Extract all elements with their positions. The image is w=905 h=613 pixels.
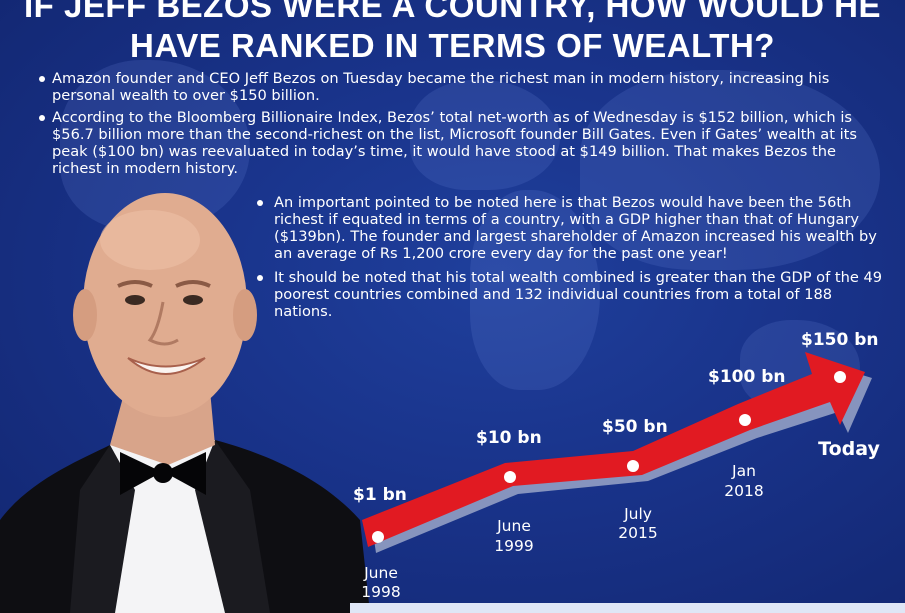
intro-bullet-list: Amazon founder and CEO Jeff Bezos on Tue… [38,70,888,182]
timeline-marker [627,460,639,472]
list-item: An important pointed to be noted here is… [256,194,891,262]
date-label: 2018 [724,482,763,500]
timeline-marker [834,371,846,383]
lapel-right [195,440,270,613]
value-label: $50 bn [602,417,668,437]
value-label: $100 bn [708,367,786,387]
value-label: $1 bn [353,485,407,505]
value-label: $150 bn [801,330,879,350]
timeline-marker [739,414,751,426]
portrait-image [0,193,370,613]
date-label: June [363,564,398,582]
list-item: It should be noted that his total wealth… [256,269,891,320]
date-label: 1999 [494,537,533,555]
facts-bullet-list: An important pointed to be noted here is… [256,194,891,327]
footer-strip [350,603,905,613]
timeline-marker [372,531,384,543]
timeline-marker [504,471,516,483]
growth-arrow [362,352,865,547]
list-item: According to the Bloomberg Billionaire I… [38,109,888,177]
date-label: July [623,505,652,523]
page-title: IF JEFF BEZOS WERE A COUNTRY, HOW WOULD … [24,0,881,64]
bow-tie [120,452,206,495]
value-label: $10 bn [476,428,542,448]
map-continent-europe [410,80,560,190]
date-label: June [496,517,531,535]
map-continent-asia [580,70,880,270]
lapel-left [70,445,135,613]
date-label: 2015 [618,524,657,542]
list-item: Amazon founder and CEO Jeff Bezos on Tue… [38,70,888,104]
map-continent-africa [470,190,600,390]
date-label: 1998 [361,583,400,601]
today-label: Today [818,438,880,460]
date-label: Jan [731,462,756,480]
